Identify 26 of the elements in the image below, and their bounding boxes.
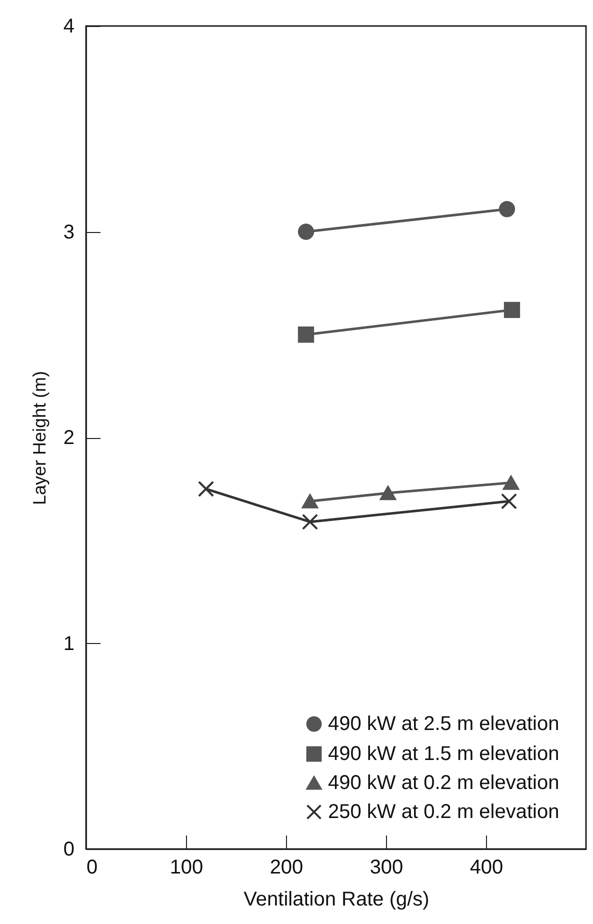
x-tick-label: 300 [370,856,404,878]
y-tick-label: 4 [63,16,74,38]
x-axis-title: Ventilation Rate (g/s) [244,888,430,910]
y-tick-label: 1 [63,632,74,655]
y-tick-label: 0 [63,838,74,860]
point [380,486,396,500]
legend-label: 250 kW at 0.2 m elevation [328,801,560,823]
point [504,302,520,318]
y-tick-label: 2 [63,427,74,449]
x-tick-label: 200 [270,856,304,878]
point [198,480,214,498]
point [500,493,518,510]
point [302,494,318,508]
x-tick-label: 100 [170,856,204,878]
point [302,514,318,530]
point [298,224,314,240]
point [502,476,520,490]
legend-label: 490 kW at 2.5 m elevation [328,713,560,735]
x-tick-label: 400 [470,856,504,878]
point [298,326,314,343]
y-tick-label: 3 [63,221,74,244]
y-axis-title: Layer Height (m) [29,370,50,506]
legend-label: 490 kW at 0.2 m elevation [328,772,560,794]
x-tick-label: 0 [86,856,98,878]
point [498,201,516,218]
legend-label: 490 kW at 1.5 m elevation [328,743,560,765]
